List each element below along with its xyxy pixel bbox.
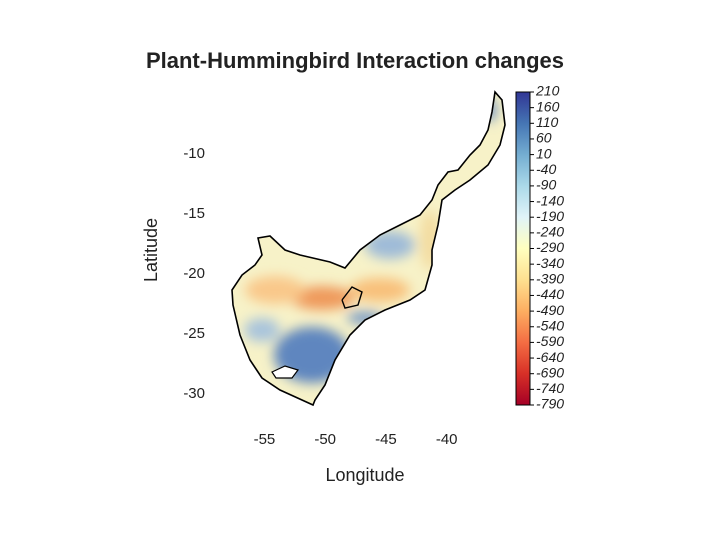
x-axis-label: Longitude bbox=[325, 465, 404, 485]
colorbar-tick-label: -690 bbox=[536, 364, 564, 380]
colorbar-tick-label: 160 bbox=[536, 98, 560, 114]
colorbar-tick-label: -640 bbox=[536, 349, 564, 365]
y-axis-label: Latitude bbox=[141, 218, 161, 282]
colorbar-tick-label: 60 bbox=[536, 130, 552, 146]
map-raster bbox=[232, 92, 505, 405]
colorbar-tick-label: -240 bbox=[536, 224, 564, 240]
colorbar-tick-label: 210 bbox=[535, 83, 560, 99]
y-tick-label: -15 bbox=[183, 205, 205, 222]
colorbar-tick-label: -390 bbox=[536, 271, 564, 287]
x-tick-label: -40 bbox=[436, 431, 458, 448]
colorbar-tick-label: -290 bbox=[536, 239, 564, 255]
chart-title: Plant-Hummingbird Interaction changes bbox=[146, 48, 564, 73]
lagoon bbox=[271, 365, 299, 379]
colorbar-tick-label: -540 bbox=[536, 317, 564, 333]
x-tick-label: -45 bbox=[375, 431, 397, 448]
colorbar bbox=[515, 91, 531, 406]
y-tick-label: -20 bbox=[183, 265, 205, 282]
colorbar-tick-label: -90 bbox=[536, 177, 556, 193]
y-tick-label: -25 bbox=[183, 325, 205, 342]
y-tick-label: -30 bbox=[183, 385, 205, 402]
colorbar-tick-label: -740 bbox=[536, 380, 564, 396]
colorbar-tick-label: -340 bbox=[536, 255, 564, 271]
colorbar-tick-label: -490 bbox=[536, 302, 564, 318]
colorbar-tick-label: 10 bbox=[536, 145, 552, 161]
x-tick-label: -50 bbox=[314, 431, 336, 448]
colorbar-tick-label: -440 bbox=[536, 286, 564, 302]
colorbar-tick-label: -790 bbox=[536, 396, 564, 412]
colorbar-tick-label: -40 bbox=[536, 161, 556, 177]
colorbar-tick-label: -140 bbox=[536, 192, 564, 208]
map-outline bbox=[231, 90, 506, 407]
x-tick-label: -55 bbox=[254, 431, 276, 448]
y-tick-label: -10 bbox=[183, 145, 205, 162]
colorbar-tick-label: -190 bbox=[536, 208, 564, 224]
colorbar-tick-label: -590 bbox=[536, 333, 564, 349]
colorbar-tick-label: 110 bbox=[536, 114, 559, 130]
state-border bbox=[341, 286, 363, 309]
